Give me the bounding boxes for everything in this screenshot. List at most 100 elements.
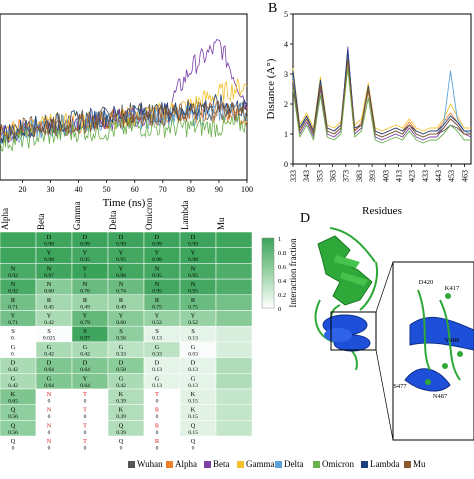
legend-label-omicron: Omicron bbox=[322, 459, 354, 469]
heatmap-cell bbox=[35, 435, 73, 453]
panel-b-x-tick-label: 363 bbox=[329, 170, 338, 182]
heatmap-cell-residue: N bbox=[155, 265, 160, 272]
heatmap-cell-residue: D bbox=[11, 360, 16, 367]
legend-swatch-omicron bbox=[313, 461, 320, 468]
heatmap-cell bbox=[179, 310, 217, 327]
heatmap-cell-residue: R bbox=[155, 407, 160, 414]
heatmap-cell-value: 0.75 bbox=[152, 304, 162, 310]
heatmap-cell bbox=[179, 325, 217, 343]
heatmap-cell-value: 0 bbox=[84, 446, 87, 452]
heatmap-cell-residue: S bbox=[119, 328, 123, 335]
heatmap-cell-value: 0.13 bbox=[188, 336, 198, 342]
heatmap-cell bbox=[179, 263, 217, 280]
heatmap-cell bbox=[179, 231, 217, 248]
heatmap-cell bbox=[179, 388, 217, 405]
heatmap-cell-residue: G bbox=[155, 375, 160, 382]
heatmap-cell-residue: N bbox=[11, 281, 16, 288]
column-header-gamma: Gamma bbox=[72, 202, 82, 231]
heatmap-cell-value: 0 bbox=[48, 446, 51, 452]
legend-label-delta: Delta bbox=[284, 459, 304, 469]
heatmap-cell-residue: G bbox=[155, 344, 160, 351]
colorbar-ticks: 1 0.8 0.6 0.4 0.2 0 bbox=[278, 236, 287, 313]
heatmap-cell-residue: T bbox=[83, 407, 87, 414]
heatmap-cell-value: 0 bbox=[192, 446, 195, 452]
panel-a-tick-label: 70 bbox=[159, 185, 167, 194]
heatmap-cell-residue: Q bbox=[11, 438, 16, 445]
heatmap-cell-value: 0. bbox=[11, 336, 16, 342]
legend-label-gamma: Gamma bbox=[246, 459, 275, 469]
heatmap-cell bbox=[215, 325, 253, 343]
heatmap-cell bbox=[179, 420, 217, 437]
heatmap-cell bbox=[0, 247, 37, 264]
heatmap-cell-residue: Y bbox=[119, 265, 124, 272]
panel-a-x-axis-title: Time (ns) bbox=[103, 197, 146, 209]
heatmap-cell-residue: Y bbox=[155, 313, 160, 320]
heatmap-cell-residue: N bbox=[119, 281, 124, 288]
heatmap-cell-value: 0.71 bbox=[8, 304, 18, 310]
heatmap-cell bbox=[107, 325, 145, 343]
heatmap-cell bbox=[215, 263, 253, 280]
heatmap-cell-residue: Y bbox=[119, 250, 124, 257]
heatmap-cell-residue: Y bbox=[191, 313, 196, 320]
heatmap-cell-value: 0.99 bbox=[80, 242, 90, 248]
heatmap-cell bbox=[35, 231, 73, 248]
panel-b-ticks: 0 1 2 3 4 5 333 343 353 363 373 383 393 403 413 423 433 4… bbox=[284, 10, 469, 182]
legend-swatch-beta bbox=[204, 461, 211, 468]
heatmap-cell bbox=[71, 263, 109, 280]
column-header-omicron: Omicron bbox=[144, 198, 154, 230]
heatmap-cell-residue: Q bbox=[191, 438, 196, 445]
panel-a-tick-label: 30 bbox=[47, 185, 55, 194]
heatmap-cell-residue: D bbox=[119, 234, 124, 241]
panel-b-y-tick-label: 5 bbox=[284, 10, 288, 19]
heatmap-cell-value: 0.92 bbox=[8, 273, 18, 279]
heatmap-cell-value: 0.03 bbox=[188, 351, 198, 357]
legend-label-alpha: Alpha bbox=[175, 459, 197, 469]
heatmap-cell-residue: S bbox=[47, 328, 51, 335]
panel-b-x-tick-label: 373 bbox=[342, 170, 351, 182]
heatmap-cell bbox=[107, 294, 145, 311]
heatmap-cell-residue: R bbox=[155, 297, 160, 304]
heatmap-cell-residue: Y bbox=[119, 313, 124, 320]
heatmap-cell bbox=[143, 435, 181, 453]
heatmap-cell-residue: Q bbox=[119, 438, 124, 445]
heatmap-cell bbox=[179, 373, 217, 390]
heatmap-cell bbox=[215, 357, 253, 374]
heatmap-cell-residue: Q bbox=[11, 422, 16, 429]
heatmap-cell bbox=[215, 310, 253, 327]
heatmap-cell-residue: R bbox=[155, 422, 160, 429]
heatmap-cell bbox=[71, 294, 109, 311]
heatmap-cell bbox=[0, 404, 37, 421]
heatmap-cell-residue: T bbox=[83, 391, 87, 398]
panel-b-y-tick-label: 1 bbox=[284, 130, 288, 139]
heatmap-cell-value: 0 bbox=[156, 430, 159, 436]
colorbar-tick-label: 1 bbox=[278, 236, 281, 243]
heatmap-cell-residue: N bbox=[47, 407, 52, 414]
heatmap-cell bbox=[107, 435, 145, 453]
residue-label-d420: D420 bbox=[419, 279, 433, 286]
panel-c-colorbar: 1 0.8 0.6 0.4 0.2 0 Interaction fraction bbox=[261, 236, 298, 313]
heatmap-cell-residue: G bbox=[11, 375, 16, 382]
heatmap-cell-value: 0.95 bbox=[80, 257, 90, 263]
residue-label-s477: S477 bbox=[393, 383, 407, 390]
heatmap-cell-residue: S bbox=[83, 328, 87, 335]
panel-b-series-lambda bbox=[292, 49, 471, 135]
heatmap-cell-value: 0.98 bbox=[44, 257, 54, 263]
heatmap-cell bbox=[71, 435, 109, 453]
heatmap-cell bbox=[71, 231, 109, 248]
heatmap-cell-value: 0.33 bbox=[152, 351, 162, 357]
heatmap-cell-value: 0.98 bbox=[188, 257, 198, 263]
heatmap-cell-value: 0.95 bbox=[152, 289, 162, 295]
heatmap-cell-residue: G bbox=[11, 344, 16, 351]
heatmap-cell-value: 0.64 bbox=[44, 367, 54, 373]
heatmap-cell-value: 0 bbox=[156, 399, 159, 405]
heatmap-cell-residue: S bbox=[11, 328, 15, 335]
heatmap-cell-residue: Y bbox=[83, 375, 88, 382]
heatmap-cell-value: 0.39 bbox=[116, 430, 126, 436]
panel-b-x-tick-label: 333 bbox=[289, 170, 298, 182]
heatmap-cell-residue: G bbox=[119, 344, 124, 351]
heatmap-cell-value: 1 bbox=[84, 273, 87, 279]
heatmap-cell-value: 0.65 bbox=[8, 399, 18, 405]
heatmap-cell bbox=[143, 404, 181, 421]
panel-d-letter: D bbox=[300, 211, 310, 226]
protein-structure-image bbox=[314, 227, 474, 441]
